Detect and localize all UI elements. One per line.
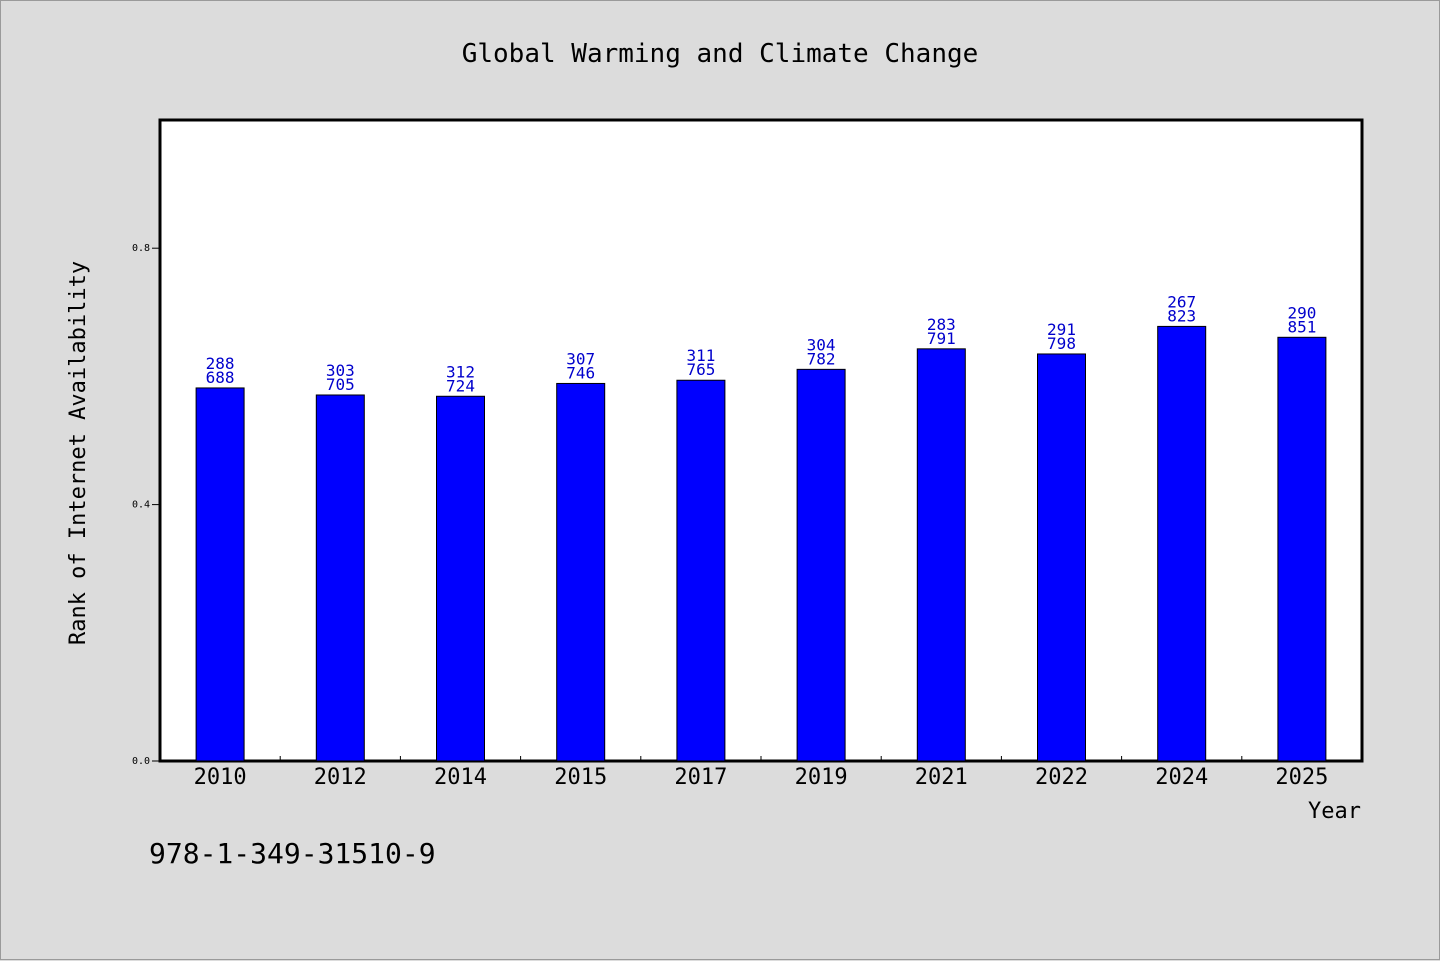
bar [676,379,726,762]
data-label-top: 290 [1287,303,1316,322]
y-tick-label: 0.0 [132,756,150,767]
data-label-top: 304 [807,335,836,354]
data-label-top: 311 [686,346,715,365]
data-label-bottom: 705 [326,375,355,394]
x-tick-label: 2010 [194,765,247,790]
data-label-bottom: 823 [1167,306,1196,325]
data-label-top: 303 [326,361,355,380]
data-label-bottom: 765 [686,360,715,379]
bar [1277,336,1327,762]
x-tick-label: 2022 [1035,765,1088,790]
isbn-text: 978-1-349-31510-9 [149,837,436,870]
y-axis: 0.0 0.4 0.8 [132,243,160,767]
bar [556,382,606,762]
data-label-bottom: 791 [927,329,956,348]
bar-series [195,325,1327,762]
data-label-top: 312 [446,362,475,381]
x-axis: 2010 2012 2014 2015 2017 2019 2021 2022 2024 2025 [194,756,1328,790]
data-label-top: 267 [1167,292,1196,311]
x-tick-label: 2025 [1275,765,1328,790]
data-label-top: 288 [206,354,235,373]
bar [1157,325,1207,762]
x-tick-label: 2024 [1155,765,1208,790]
bar [436,395,485,762]
x-tick-label: 2014 [434,765,487,790]
data-label-bottom: 782 [807,349,836,368]
data-label-bottom: 851 [1287,317,1316,336]
y-tick-label: 0.4 [132,500,150,511]
data-label-top: 307 [566,349,595,368]
data-label-top: 283 [927,315,956,334]
x-tick-label: 2012 [314,765,367,790]
bar [1037,353,1086,762]
data-label-bottom: 746 [566,363,595,382]
x-tick-label: 2021 [915,765,968,790]
data-label-bottom: 724 [446,376,475,395]
data-label-top: 291 [1047,320,1076,339]
x-tick-label: 2017 [674,765,727,790]
chart-title: Global Warming and Climate Change [462,39,979,69]
x-axis-title: Year [1308,799,1361,824]
y-tick-label: 0.8 [132,243,150,254]
bar [916,348,966,762]
y-axis-title: Rank of Internet Availability [66,261,91,645]
data-label-bottom: 798 [1047,334,1076,353]
x-tick-label: 2015 [554,765,607,790]
bar [796,368,846,762]
bar [315,394,365,762]
bar [195,387,245,762]
x-tick-label: 2019 [795,765,848,790]
data-label-bottom: 688 [206,368,235,387]
